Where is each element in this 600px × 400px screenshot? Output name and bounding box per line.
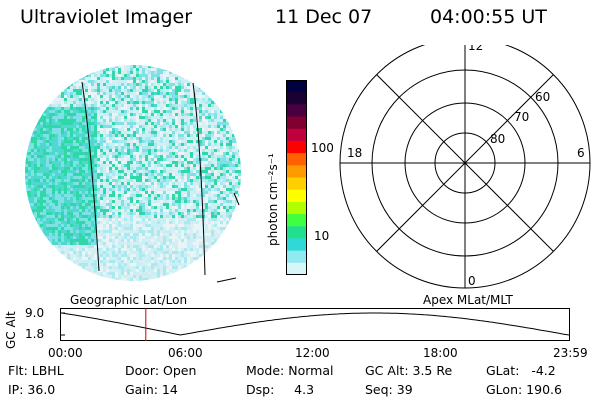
mlt-label-12: 12 <box>468 45 483 53</box>
timeline-frame <box>60 308 570 341</box>
status-gain: Gain: 14 <box>125 382 178 397</box>
limb-tick <box>233 192 240 206</box>
colorbar-step <box>286 214 307 227</box>
colorbar-frame <box>286 80 307 275</box>
instrument-title: Ultraviolet Imager <box>20 6 193 28</box>
lat-label-70: 70 <box>514 110 529 124</box>
colorbar-step <box>286 165 307 179</box>
status-door: Door: Open <box>125 363 197 378</box>
colorbar-svg <box>286 80 307 276</box>
colorbar-step <box>286 201 307 215</box>
ytick-9: 9.0 <box>25 306 45 320</box>
xtick-1200: 12:00 <box>295 346 330 360</box>
mlt-label-18: 18 <box>347 146 362 160</box>
colorbar-step <box>286 153 307 166</box>
status-mode: Mode: Normal <box>246 363 334 378</box>
lat-label-80: 80 <box>490 132 505 146</box>
disk-pixels <box>25 65 241 281</box>
altitude-timeline <box>60 308 570 341</box>
colorbar-step <box>286 238 307 252</box>
timeline-ylabel: GC Alt <box>4 311 18 349</box>
colorbar-step <box>286 189 307 203</box>
colorbar <box>286 80 307 276</box>
colorbar-step <box>286 116 307 130</box>
limb-marker <box>216 277 237 283</box>
altitude-curve <box>60 312 570 336</box>
colorbar-step <box>286 104 307 118</box>
polar-plot: 12 18 6 0 60 70 80 <box>339 45 591 289</box>
geographic-label: Geographic Lat/Lon <box>70 293 188 307</box>
mlt-label-6: 6 <box>577 146 585 160</box>
colorbar-tick-10: 10 <box>314 229 330 243</box>
xtick-0600: 06:00 <box>168 346 203 360</box>
colorbar-step <box>286 128 307 142</box>
apex-label: Apex MLat/MLT <box>423 293 513 307</box>
colorbar-step <box>286 262 307 276</box>
polar-diagonal-2 <box>376 74 554 252</box>
meridian-line-left <box>81 81 100 272</box>
lat-label-60: 60 <box>535 90 550 104</box>
colorbar-step <box>286 140 307 154</box>
status-dsp: Dsp: 4.3 <box>246 382 315 397</box>
meridian-line-right <box>192 82 206 276</box>
status-ip: IP: 36.0 <box>8 382 56 397</box>
status-glon: GLon: 190.6 <box>486 382 562 397</box>
status-glat: GLat: -4.2 <box>486 363 556 378</box>
mlt-label-0: 0 <box>468 274 476 288</box>
time-label: 04:00:55 UT <box>430 6 547 28</box>
colorbar-label: photon cm⁻²s⁻¹ <box>266 153 280 246</box>
colorbar-step <box>286 226 307 240</box>
status-flt: Flt: LBHL <box>8 363 64 378</box>
colorbar-step <box>286 80 307 93</box>
colorbar-step <box>286 92 307 105</box>
date-label: 11 Dec 07 <box>275 6 373 28</box>
xtick-1800: 18:00 <box>423 346 458 360</box>
xtick-2359: 23:59 <box>553 346 588 360</box>
xtick-0000: 00:00 <box>48 346 83 360</box>
status-seq: Seq: 39 <box>365 382 413 397</box>
status-gc-alt: GC Alt: 3.5 Re <box>365 363 453 378</box>
colorbar-step <box>286 177 307 191</box>
earth-disk-image <box>25 65 241 283</box>
ytick-1-8: 1.8 <box>25 327 45 341</box>
colorbar-tick-100: 100 <box>311 141 334 155</box>
colorbar-step <box>286 250 307 264</box>
